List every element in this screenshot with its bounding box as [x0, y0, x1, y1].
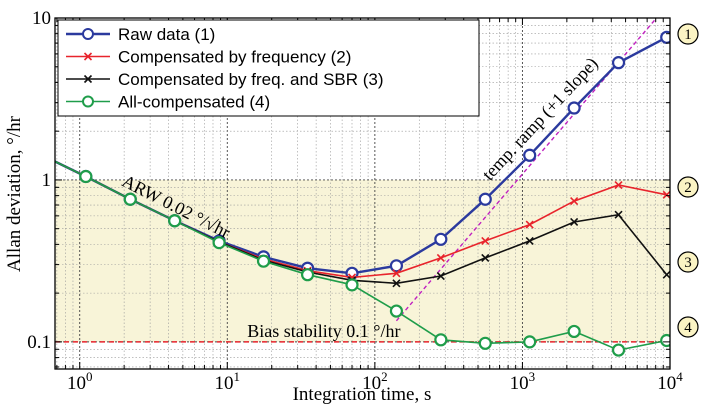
series-2-point: [525, 220, 534, 229]
series-marker-label-2: 2: [684, 180, 692, 196]
series-2-point: [481, 236, 490, 246]
legend-entry-4: All-compensated (4): [118, 93, 270, 112]
x-tick-label: 102: [362, 369, 388, 394]
y-axis-label: Allan deviation, °/hr: [4, 115, 25, 272]
series-2-point: [570, 197, 579, 206]
legend-entry-1: Raw data (1): [118, 25, 215, 44]
series-1-point: [389, 259, 404, 273]
series-3-point: [662, 270, 670, 279]
legend: Raw data (1) Compensated by frequency (2)…: [57, 19, 480, 117]
series-marker-4: [677, 316, 699, 338]
series-2-point: [436, 253, 445, 262]
series-1-point: [611, 56, 626, 70]
grid: [55, 18, 670, 369]
legend-swatch-marker: [83, 74, 93, 84]
series-4-point: [256, 254, 271, 268]
series-4-point: [523, 335, 537, 349]
y-tick-label: 1: [42, 170, 52, 191]
series-2-point: [392, 269, 401, 278]
y-tick-label: 10: [32, 8, 51, 29]
series-4-point: [389, 304, 404, 318]
bias-stability-band: [55, 179, 670, 342]
bias-band-layer: [55, 179, 670, 342]
axes: 100 101 102 103 104 0.1 1 10: [27, 8, 683, 394]
bias-stability-label: Bias stability 0.1 °/hr: [247, 321, 400, 341]
legend-box: [57, 19, 480, 117]
x-tick-label: 104: [657, 369, 683, 394]
x-tick-label: 100: [67, 369, 93, 394]
series-3-point: [392, 279, 401, 288]
series-4-point: [168, 214, 182, 228]
series-3-point: [525, 236, 534, 246]
series-marker-label-4: 4: [684, 320, 692, 336]
series-marker-label-1: 1: [684, 27, 692, 43]
series-marker-label-3: 3: [684, 255, 692, 271]
series-4-point: [611, 343, 626, 357]
series-4-point: [79, 169, 93, 184]
x-tick-label: 103: [510, 369, 536, 394]
series-4-point: [660, 333, 670, 348]
series-4-point: [300, 268, 315, 282]
series-2-point: [614, 180, 623, 190]
series-layer: [55, 30, 670, 357]
legend-entry-2: Compensated by frequency (2): [118, 48, 351, 67]
series-3-point: [436, 271, 445, 281]
series-3-point: [570, 217, 579, 227]
x-axis-label: Integration time, s: [293, 384, 432, 405]
legend-swatch-marker: [82, 95, 94, 108]
series-3-point: [614, 210, 623, 219]
reference-lines: [55, 18, 670, 343]
series-marker-1: [677, 23, 699, 45]
y-tick-label: 0.1: [27, 332, 51, 353]
legend-entry-3: Compensated by freq. and SBR (3): [118, 70, 384, 89]
series-1-point: [478, 192, 492, 206]
series-4-point: [123, 192, 137, 206]
series-4-point: [345, 278, 359, 292]
series-1-point: [567, 101, 581, 115]
series-marker-3: [677, 251, 699, 273]
series-marker-2: [677, 176, 699, 198]
series-2-point: [662, 190, 670, 199]
legend-swatch-marker: [83, 52, 93, 61]
x-tick-label: 101: [215, 369, 241, 394]
series-number-markers: 1 2 3 4: [677, 23, 699, 338]
series-1-point: [434, 232, 448, 246]
series-4-point: [434, 333, 448, 347]
series-3-point: [481, 253, 490, 262]
series-1-point: [523, 148, 537, 162]
series-4-point: [478, 336, 492, 350]
plot-frame: [54, 17, 671, 370]
series-4-point: [212, 236, 226, 250]
legend-swatch-marker: [82, 28, 94, 40]
series-4-point: [567, 324, 581, 339]
